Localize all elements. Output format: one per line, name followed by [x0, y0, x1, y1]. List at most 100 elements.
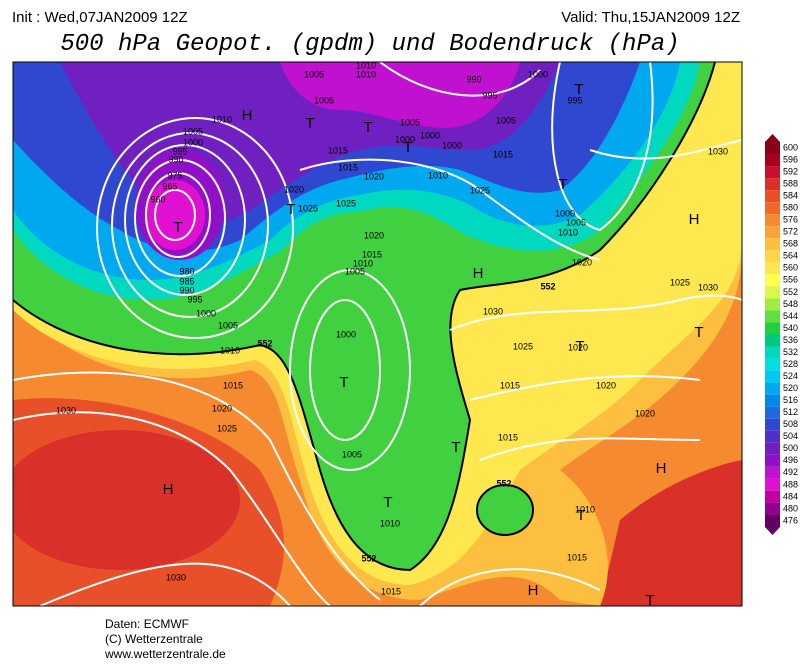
isobar-label: 1005 [183, 126, 203, 136]
colorbar-label: 584 [783, 191, 798, 201]
isobar-label: 1000 [336, 329, 356, 339]
isobar-label: 1000 [528, 69, 548, 79]
isobar-label: 995 [172, 146, 187, 156]
colorbar-cell [765, 514, 780, 528]
colorbar-label: 580 [783, 203, 798, 213]
footer-line: Daten: ECMWF [105, 617, 189, 631]
isobar-label: 1010 [353, 258, 373, 268]
map-title: 500 hPa Geopot. (gpdm) und Bodendruck (h… [60, 31, 679, 58]
isobar-label: 990 [466, 74, 481, 84]
colorbar-cell [765, 214, 780, 227]
colorbar-cap [765, 527, 780, 536]
isobar-label: 1020 [364, 171, 384, 181]
isobar-label: 1030 [708, 146, 728, 156]
colorbar-cell [765, 430, 780, 443]
footer-line: (C) Wetterzentrale [105, 632, 203, 646]
isobar-label: 1000 [395, 134, 415, 144]
pressure-center: T [558, 176, 567, 193]
isobar-label: 1025 [336, 198, 356, 208]
colorbar: 600 596 592 588 584 580 576 572 568 564 560 556 552 5… [765, 133, 798, 536]
colorbar-label: 524 [783, 371, 798, 381]
colorbar-label: 508 [783, 419, 798, 429]
pressure-center: T [286, 201, 295, 218]
contour-label: 552 [361, 553, 376, 563]
isobar-label: 1020 [568, 342, 588, 352]
isobar-label: 1025 [217, 423, 237, 433]
colorbar-cell [765, 382, 780, 395]
isobar-label: 985 [179, 276, 194, 286]
pressure-center: T [305, 115, 314, 132]
colorbar-label: 560 [783, 263, 798, 273]
pressure-center: T [451, 439, 460, 456]
isobar-label: 960 [150, 194, 165, 204]
isobar-label: 1015 [338, 162, 358, 172]
colorbar-cell [765, 370, 780, 383]
colorbar-label: 516 [783, 395, 798, 405]
colorbar-label: 548 [783, 299, 798, 309]
colorbar-cell [765, 286, 780, 299]
isobar-label: 990 [168, 154, 183, 164]
colorbar-label: 496 [783, 455, 798, 465]
isobars [13, 62, 742, 606]
colorbar-label: 600 [783, 142, 798, 152]
isobar-label: 1015 [381, 586, 401, 596]
colorbar-label: 572 [783, 227, 798, 237]
isobar-label: 1010 [428, 170, 448, 180]
colorbar-label: 520 [783, 383, 798, 393]
init-time: Init : Wed,07JAN2009 12Z [12, 9, 188, 26]
colorbar-label: 576 [783, 215, 798, 225]
colorbar-label: 540 [783, 323, 798, 333]
colorbar-label: 544 [783, 311, 798, 321]
colorbar-label: 484 [783, 491, 798, 501]
pressure-center: T [575, 338, 584, 355]
pressure-center: T [403, 139, 412, 156]
contour-label: 552 [540, 281, 555, 291]
colorbar-cell [765, 478, 780, 491]
isobar-label: 1015 [223, 380, 243, 390]
colorbar-cell [765, 226, 780, 239]
pressure-center: H [689, 211, 700, 228]
isobar-label: 995 [567, 95, 582, 105]
colorbar-label: 592 [783, 166, 798, 176]
colorbar-cell [765, 334, 780, 347]
isobar-label: 1020 [596, 380, 616, 390]
isobar-label: 1020 [212, 403, 232, 413]
colorbar-label: 552 [783, 287, 798, 297]
colorbar-cell [765, 442, 780, 455]
pressure-center: H [242, 107, 253, 124]
pressure-center: T [694, 324, 703, 341]
isobar-label: 1010 [356, 69, 376, 79]
pressure-center: T [576, 507, 585, 524]
isobar-label: 1000 [555, 208, 575, 218]
colorbar-label: 596 [783, 154, 798, 164]
isobar-label: 1015 [498, 432, 518, 442]
isobar-label: 995 [482, 90, 497, 100]
isobar-label: 1005 [218, 320, 238, 330]
colorbar-cell [765, 310, 780, 323]
colorbar-cell [765, 202, 780, 215]
colorbar-cell [765, 466, 780, 479]
colorbar-label: 564 [783, 251, 798, 261]
colorbar-label: 488 [783, 479, 798, 489]
isobar-label: 1000 [183, 137, 203, 147]
isobar-label: 1020 [284, 184, 304, 194]
isobar-label: 1010 [380, 518, 400, 528]
pressure-center: H [163, 481, 174, 498]
pressure-center: H [656, 460, 667, 477]
pressure-center: T [363, 119, 372, 136]
isobar-label: 1030 [56, 405, 76, 415]
pressure-center: T [574, 81, 583, 98]
colorbar-cell [765, 490, 780, 503]
colorbar-label: 512 [783, 407, 798, 417]
colorbar-cell [765, 178, 780, 191]
isobar-label: 1010 [575, 504, 595, 514]
isobar-label: 990 [179, 285, 194, 295]
colorbar-cell [765, 346, 780, 359]
colorbar-cell [765, 418, 780, 431]
colorbar-label: 500 [783, 443, 798, 453]
isobar-label: 1000 [442, 140, 462, 150]
isobar-label: 965 [162, 181, 177, 191]
colorbar-cell [765, 394, 780, 407]
isobar-label: 1030 [483, 306, 503, 316]
